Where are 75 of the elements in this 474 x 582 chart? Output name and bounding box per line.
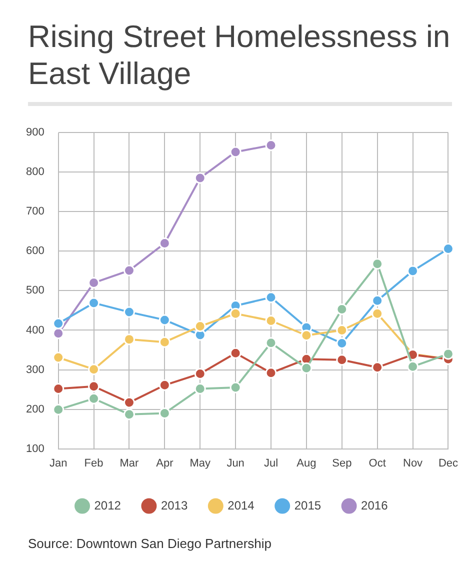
- y-tick-label: 800: [26, 166, 44, 178]
- x-tick-label: Aug: [296, 457, 316, 470]
- point: [158, 336, 170, 348]
- point: [265, 337, 277, 349]
- point: [158, 314, 170, 326]
- point: [372, 294, 384, 306]
- source-note: Source: Downtown San Diego Partnership: [28, 536, 273, 551]
- point: [52, 352, 64, 364]
- point: [407, 360, 419, 372]
- point: [88, 364, 100, 376]
- legend-label: 2016: [361, 498, 388, 512]
- x-tick-label: Dec: [438, 457, 458, 470]
- x-tick-label: Jul: [264, 457, 278, 470]
- point: [123, 306, 135, 318]
- x-tick-label: Sep: [332, 457, 352, 470]
- y-tick-label: 400: [26, 324, 44, 336]
- legend-label: 2014: [228, 498, 255, 512]
- point: [407, 265, 419, 277]
- point: [88, 392, 100, 404]
- x-tick-label: May: [190, 457, 212, 470]
- point: [265, 314, 277, 326]
- x-tick-label: Mar: [120, 457, 140, 470]
- point: [230, 382, 242, 394]
- point: [52, 328, 64, 340]
- point: [230, 347, 242, 359]
- point: [336, 338, 348, 350]
- point: [194, 368, 206, 380]
- point: [52, 382, 64, 394]
- x-tick-label: Oct: [368, 457, 386, 470]
- point: [194, 172, 206, 184]
- y-tick-label: 900: [26, 126, 44, 139]
- point: [372, 258, 384, 270]
- point: [158, 238, 170, 250]
- point: [336, 324, 348, 336]
- point: [336, 354, 348, 366]
- y-tick-label: 600: [26, 245, 44, 258]
- point: [442, 243, 454, 255]
- point: [442, 348, 454, 360]
- y-tick-label: 300: [26, 364, 44, 376]
- point: [300, 362, 312, 374]
- legend-label: 2013: [160, 498, 188, 512]
- point: [372, 362, 384, 374]
- legend-label: 2015: [294, 498, 322, 512]
- point: [265, 140, 277, 151]
- x-tick-label: Nov: [402, 457, 424, 470]
- point: [88, 297, 100, 309]
- point: [123, 396, 135, 408]
- point: [336, 304, 348, 316]
- point: [88, 277, 100, 289]
- y-tick-label: 500: [26, 284, 44, 297]
- point: [123, 408, 135, 420]
- x-tick-label: Apr: [156, 457, 174, 470]
- point: [300, 330, 312, 342]
- point: [194, 320, 206, 332]
- x-tick-label: Jun: [226, 457, 244, 470]
- point: [230, 146, 242, 158]
- y-tick-label: 200: [26, 403, 44, 416]
- legend-label: 2012: [94, 498, 122, 512]
- point: [372, 308, 384, 320]
- point: [52, 404, 64, 416]
- x-tick-label: Feb: [84, 457, 104, 470]
- point: [265, 292, 277, 304]
- y-tick-label: 700: [26, 206, 44, 218]
- point: [123, 334, 135, 346]
- chart-title: Rising Street Homelessness in East Village: [28, 18, 452, 92]
- point: [158, 407, 170, 419]
- point: [265, 367, 277, 379]
- point: [88, 380, 100, 392]
- x-tick-label: Jan: [49, 457, 68, 470]
- point: [230, 308, 242, 320]
- point: [52, 318, 64, 330]
- point: [158, 379, 170, 391]
- y-tick-label: 100: [26, 442, 44, 455]
- point: [194, 382, 206, 394]
- point: [123, 264, 135, 276]
